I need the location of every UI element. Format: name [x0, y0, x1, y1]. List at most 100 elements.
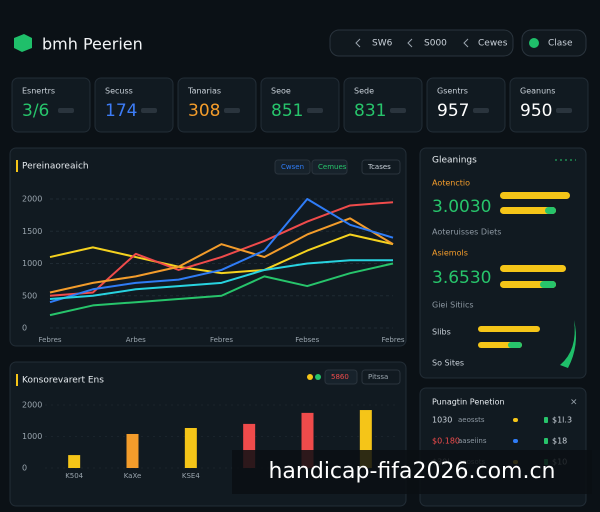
- row-value: $18: [552, 437, 567, 446]
- chevron: [407, 38, 413, 48]
- title-accent: [16, 374, 18, 386]
- line-series: [49, 262, 394, 317]
- x-tick-label: Febses: [295, 336, 319, 344]
- row-label: Slibs: [432, 328, 451, 337]
- chart-title: Konsorevarert Ens: [22, 376, 104, 386]
- legend-dot: [307, 374, 313, 380]
- logo: [14, 34, 32, 52]
- side-panel: [419, 147, 587, 379]
- x-tick-label: Arbes: [126, 336, 146, 344]
- charts: Pereinaoreaich 0 500 1000 1500 2000 Febres Arbe…: [16, 159, 405, 480]
- legend-pill: [311, 159, 348, 175]
- y-tick-label: 2000: [22, 195, 42, 204]
- kpi-spark: [141, 108, 157, 113]
- line-series: [49, 198, 394, 304]
- legend-dot: [315, 374, 321, 380]
- nav-item[interactable]: Cewes: [478, 39, 508, 49]
- row-label: Giei Sitiics: [432, 301, 474, 310]
- line-panel: [9, 147, 407, 347]
- row-label: Aotenctio: [432, 179, 470, 188]
- progress: [478, 326, 540, 332]
- kpi-value: 308: [188, 101, 220, 121]
- row-chip: [544, 438, 548, 444]
- button-label[interactable]: Clase: [548, 39, 573, 49]
- line-series: [49, 201, 394, 297]
- line-series: [49, 233, 394, 275]
- button[interactable]: [521, 29, 587, 57]
- status-dot: [529, 38, 539, 48]
- kpi-value: 831: [354, 101, 386, 121]
- x-tick-label: Febres: [38, 336, 61, 344]
- progress: [500, 207, 556, 214]
- kpi-card: [177, 77, 257, 133]
- nav-item[interactable]: S000: [424, 39, 447, 49]
- progress: [545, 207, 556, 214]
- brand: bmh Peerien: [42, 35, 143, 54]
- kpi-spark: [307, 108, 323, 113]
- kpi-value: 174: [105, 101, 137, 121]
- nav-bar: [329, 29, 514, 57]
- row-chip: [544, 417, 548, 423]
- row-chip: [513, 418, 518, 422]
- kpi-card: [260, 77, 340, 133]
- progress: [508, 342, 522, 348]
- y-tick-label: 1500: [22, 227, 42, 236]
- row-label: So Sites: [432, 359, 464, 368]
- kpi-label: Geanuns: [520, 87, 555, 96]
- bar: [126, 433, 139, 468]
- watermark: handicap-fifa2026.com.cn: [268, 459, 555, 484]
- kpi-card: [94, 77, 174, 133]
- row-label: Asiemols: [432, 249, 468, 258]
- x-tick-label: Febres: [381, 336, 404, 344]
- kpi-value: 957: [437, 101, 469, 121]
- kpi-label: Esnertrs: [22, 87, 55, 96]
- y-tick-label: 0: [22, 464, 27, 473]
- x-tick-label: K504: [65, 472, 83, 480]
- row-value: 3.6530: [432, 268, 491, 288]
- close-icon[interactable]: ×: [570, 398, 578, 408]
- nav-item[interactable]: SW6: [372, 39, 393, 49]
- kpi-value: 950: [520, 101, 552, 121]
- row-value: 3.0030: [432, 197, 491, 217]
- line-series: [49, 217, 394, 294]
- kpi-label: Tanarias: [187, 87, 221, 96]
- kpi-label: Sede: [354, 87, 374, 96]
- row-value: $1l.3: [552, 416, 572, 425]
- legend-pill: [361, 369, 401, 385]
- row-amount: $0.180: [432, 437, 460, 446]
- progress: [500, 192, 570, 199]
- y-tick-label: 1000: [22, 432, 42, 441]
- progress: [500, 265, 566, 272]
- x-tick-label: KaXe: [124, 472, 142, 480]
- progress: [540, 281, 556, 288]
- kpi-spark: [390, 108, 406, 113]
- legend-pill: [361, 159, 401, 175]
- kpi-value: 851: [271, 101, 303, 121]
- panel-title: Gleanings: [432, 156, 477, 166]
- row-amount: 1030: [432, 416, 452, 425]
- kpi-card: [509, 77, 589, 133]
- kpi-value: 3/6: [22, 101, 49, 121]
- legend-label: Cwsen: [281, 163, 304, 171]
- y-tick-label: 1000: [22, 259, 42, 268]
- legend-label: 5860: [331, 373, 349, 381]
- y-tick-label: 500: [22, 291, 37, 300]
- row-chip: [513, 439, 518, 443]
- kpi-spark: [556, 108, 572, 113]
- kpi-label: Gsentrs: [437, 87, 468, 96]
- kpi-spark: [224, 108, 240, 113]
- legend-label: Cemues: [318, 163, 347, 171]
- row-label: aaseiins: [458, 437, 487, 445]
- kpi-card: [11, 77, 91, 133]
- legend-pill: [274, 159, 311, 175]
- kpi-card: [426, 77, 506, 133]
- decor: [560, 320, 576, 368]
- y-tick-label: 2000: [22, 401, 42, 410]
- chevron: [463, 38, 469, 48]
- row-label: Aoteruisses Diets: [432, 228, 501, 237]
- kpi-label: Seoe: [271, 87, 291, 96]
- kpi-card: [343, 77, 423, 133]
- legend-pill: [324, 369, 358, 385]
- x-tick-label: KSE4: [182, 472, 200, 480]
